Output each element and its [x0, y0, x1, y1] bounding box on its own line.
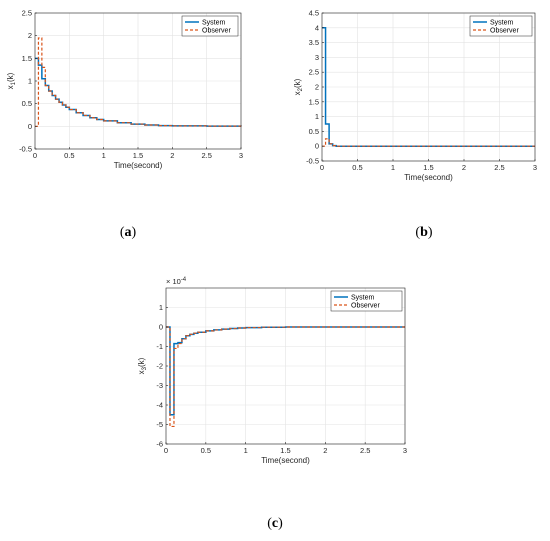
y-tick-label: 2.5	[22, 9, 32, 18]
y-tick-label: 2	[315, 83, 319, 92]
legend-entry-observer: Observer	[202, 28, 231, 35]
panel-caption: (c)	[267, 516, 283, 531]
y-tick-label: 2.5	[309, 68, 319, 77]
x-tick-label: 2.5	[201, 151, 211, 160]
series-line-observer	[322, 138, 535, 147]
chart-2: 0 0.5 1 1.5 2 2.5 3 -6 -5 -4 -3 -2 -1 0 1 × 10-4 Time(se…	[137, 277, 407, 531]
y-tick-label: 3.5	[309, 38, 319, 47]
y-tick-label: 0.5	[309, 127, 319, 136]
x-tick-label: 0.5	[352, 163, 362, 172]
legend-box	[330, 290, 403, 312]
legend-entry-system: System	[202, 20, 226, 27]
y-tick-label: -0.5	[19, 145, 32, 154]
x-axis-label: Time(second)	[261, 456, 310, 465]
y-tick-label: -3	[156, 381, 163, 390]
x-tick-label: 2.5	[360, 446, 370, 455]
x-tick-label: 0.5	[64, 151, 74, 160]
panel-caption: (a)	[120, 225, 137, 240]
x-tick-label: 2	[323, 446, 327, 455]
y-tick-label: 0	[159, 323, 163, 332]
x-tick-label: 1.5	[423, 163, 433, 172]
y-tick-label: 1	[28, 77, 32, 86]
y-tick-label: 4.5	[309, 9, 319, 18]
chart-0: 0 0.5 1 1.5 2 2.5 3-0.500.511.522.5Time(second…	[6, 9, 243, 241]
x-tick-label: 1.5	[280, 446, 290, 455]
y-axis-label: x1(k)	[6, 72, 17, 89]
x-tick-label: 0.5	[201, 446, 211, 455]
y-tick-label: -1	[156, 342, 163, 351]
y-tick-label: -0.5	[306, 157, 319, 166]
y-tick-label: 4	[315, 23, 319, 32]
legend-entry-system: System	[490, 20, 514, 27]
y-tick-label: 1.5	[22, 54, 32, 63]
x-tick-label: 3	[403, 446, 407, 455]
x-tick-label: 2.5	[494, 163, 504, 172]
y-tick-label: 0	[28, 122, 32, 131]
y-tick-label: 1	[159, 303, 163, 312]
y-tick-label: -5	[156, 420, 163, 429]
x-tick-label: 1.5	[133, 151, 143, 160]
series-line-system	[166, 326, 405, 416]
series-line-observer	[35, 37, 242, 127]
y-tick-label: 0.5	[22, 99, 32, 108]
y-exponent-label: × 10-4	[166, 277, 187, 286]
x-axis-label: Time(second)	[404, 173, 453, 182]
x-tick-label: 1	[102, 151, 106, 160]
x-tick-label: 3	[533, 163, 537, 172]
x-tick-label: 0	[164, 446, 168, 455]
chart-1: 0 0.5 1 1.5 2 2.5 3-0.500.511.522.533.544.5Tim…	[293, 9, 537, 241]
y-tick-label: -4	[156, 401, 163, 410]
x-tick-label: 1	[244, 446, 248, 455]
y-tick-label: 1.5	[309, 97, 319, 106]
legend-box	[469, 15, 533, 37]
y-tick-label: 1	[315, 112, 319, 121]
y-axis-label: x3(k)	[137, 357, 148, 374]
x-tick-label: 0	[320, 163, 324, 172]
y-tick-label: -6	[156, 440, 163, 449]
legend-box	[181, 15, 239, 37]
x-tick-label: 1	[391, 163, 395, 172]
legend-entry-system: System	[351, 295, 375, 302]
x-axis-label: Time(second)	[114, 161, 163, 170]
y-tick-label: 3	[315, 53, 319, 62]
legend-entry-observer: Observer	[490, 28, 519, 35]
y-tick-label: -2	[156, 362, 163, 371]
panel-caption: (b)	[415, 225, 432, 240]
x-tick-label: 0	[33, 151, 37, 160]
legend-entry-observer: Observer	[351, 303, 380, 310]
y-tick-label: 0	[315, 142, 319, 151]
x-tick-label: 2	[462, 163, 466, 172]
x-tick-label: 2	[170, 151, 174, 160]
y-tick-label: 2	[28, 31, 32, 40]
series-line-observer	[166, 326, 405, 428]
y-axis-label: x2(k)	[293, 78, 304, 95]
x-tick-label: 3	[239, 151, 243, 160]
